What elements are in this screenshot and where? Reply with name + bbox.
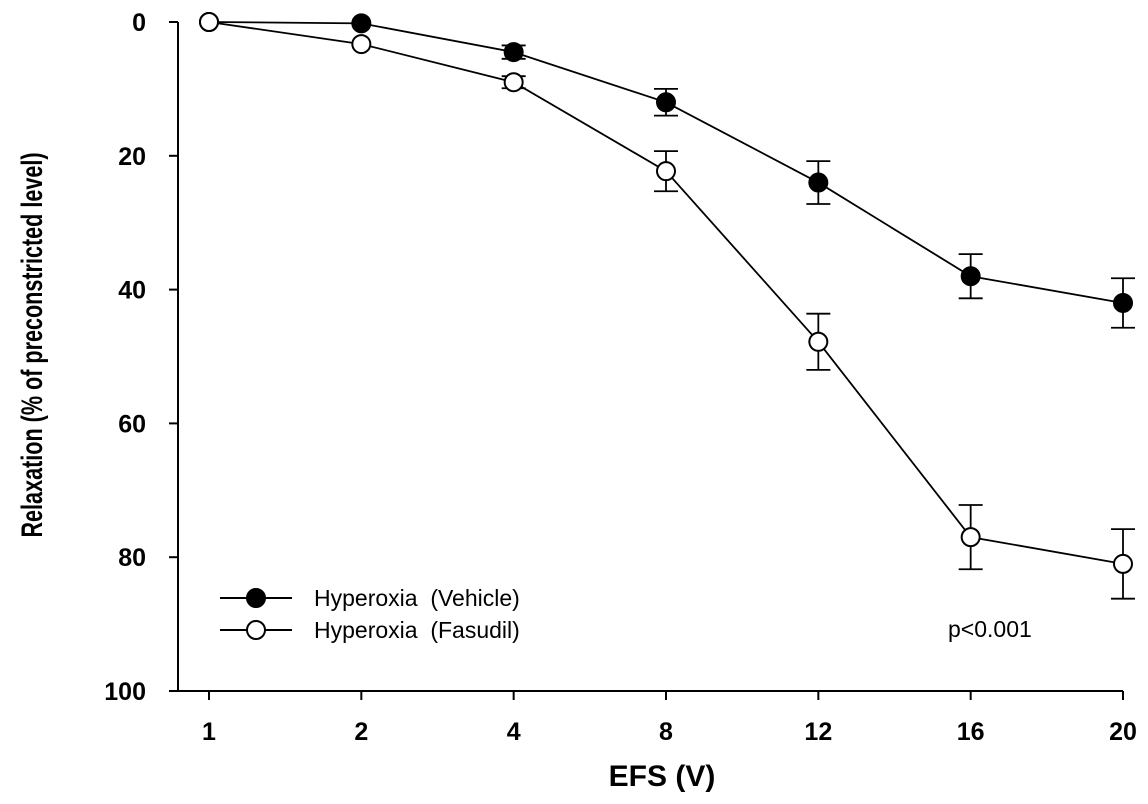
x-ticks: 1 2 4 8 12 16 20 <box>202 691 1137 746</box>
legend-label-vehicle: Hyperoxia (Vehicle) <box>314 585 520 611</box>
legend-label-fasudil: Hyperoxia (Fasudil) <box>314 617 520 643</box>
x-tick-label: 20 <box>1109 718 1137 746</box>
axes <box>177 22 1123 692</box>
x-tick-label: 8 <box>659 718 673 746</box>
p-value-annotation: p<0.001 <box>948 616 1032 642</box>
series-layer <box>199 12 1135 600</box>
y-tick-label: 0 <box>132 9 146 37</box>
data-point <box>1113 553 1133 574</box>
data-point <box>656 161 676 182</box>
legend-marker-fasudil <box>246 620 266 640</box>
data-point <box>808 331 829 352</box>
data-point <box>351 13 372 34</box>
series-2 <box>199 12 1135 600</box>
legend-marker-vehicle <box>246 588 266 608</box>
data-point <box>503 42 524 63</box>
data-point <box>1113 292 1133 313</box>
y-tick-label: 60 <box>118 410 146 438</box>
x-tick-label: 1 <box>202 718 216 746</box>
data-point <box>199 12 219 32</box>
x-axis-title: EFS (V) <box>609 760 716 793</box>
data-point <box>960 266 981 287</box>
data-point <box>503 72 524 93</box>
data-point <box>656 92 676 113</box>
legend: Hyperoxia (Vehicle) Hyperoxia (Fasudil) <box>220 585 520 643</box>
x-tick-label: 12 <box>804 718 832 746</box>
y-ticks: 0 20 40 60 80 100 <box>104 9 178 706</box>
data-point <box>351 34 372 55</box>
y-axis-title: Relaxation (% of preconstricted level) <box>14 152 48 537</box>
data-point <box>808 172 829 193</box>
y-tick-label: 80 <box>118 544 146 572</box>
x-tick-label: 2 <box>354 718 368 746</box>
y-tick-label: 100 <box>104 678 146 706</box>
data-point <box>960 527 981 548</box>
y-tick-label: 40 <box>118 277 146 305</box>
x-tick-label: 16 <box>957 718 985 746</box>
series-1 <box>199 12 1135 329</box>
y-tick-label: 20 <box>118 143 146 171</box>
x-tick-label: 4 <box>507 718 521 746</box>
